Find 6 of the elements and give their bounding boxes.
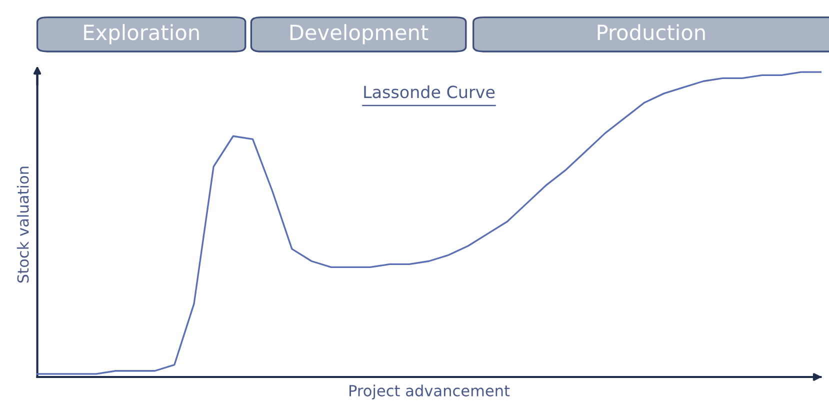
text: Exploration	[84, 24, 199, 44]
x-axis-title: Project advancement	[349, 384, 510, 400]
text: Lassonde Curve	[364, 85, 495, 98]
y-axis-title: Stock valuation	[16, 166, 29, 283]
text: Production	[598, 24, 705, 40]
text: Development	[290, 24, 428, 44]
